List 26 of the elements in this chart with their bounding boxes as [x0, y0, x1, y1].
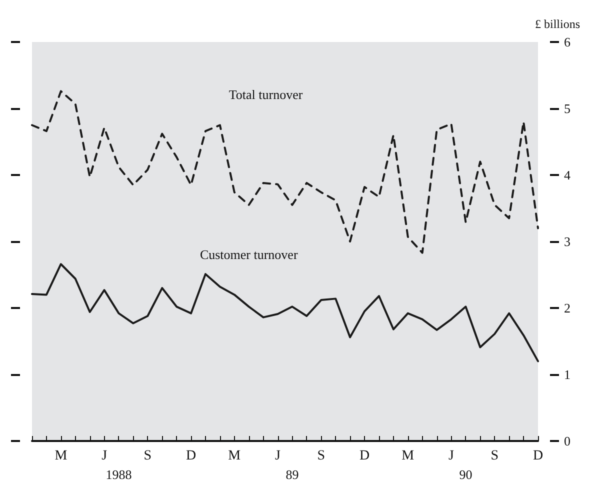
- x-tick-label: D: [532, 448, 544, 464]
- text: 1988: [106, 467, 132, 482]
- x-tick-label: S: [317, 448, 326, 464]
- x-tick-label: D: [359, 448, 370, 464]
- series-label: Customer turnover: [200, 247, 298, 262]
- x-tick-label: J: [275, 448, 282, 464]
- y-tick-label: 5: [564, 101, 570, 116]
- y-tick-label: 6: [564, 34, 571, 50]
- y-tick-label: 2: [564, 300, 570, 316]
- y-tick-label: 3: [564, 234, 570, 249]
- text: 89: [286, 467, 299, 482]
- line-series: [31, 263, 539, 362]
- y-tick-label: 1: [564, 367, 570, 382]
- x-tick-label: J: [448, 448, 455, 464]
- y-axis-title: £ billions: [534, 17, 580, 31]
- x-tick-label: M: [228, 448, 242, 464]
- x-tick-label: J: [102, 448, 108, 464]
- y-tick-label: 4: [564, 168, 571, 182]
- x-tick-label: S: [144, 448, 152, 464]
- series-label: Total turnover: [228, 87, 304, 102]
- x-tick-label: S: [490, 448, 499, 464]
- x-tick-label: M: [54, 448, 68, 464]
- x-tick-label: M: [402, 448, 415, 464]
- text: 90: [459, 467, 472, 482]
- y-tick-label: 0: [564, 434, 570, 448]
- x-tick-label: D: [186, 448, 196, 464]
